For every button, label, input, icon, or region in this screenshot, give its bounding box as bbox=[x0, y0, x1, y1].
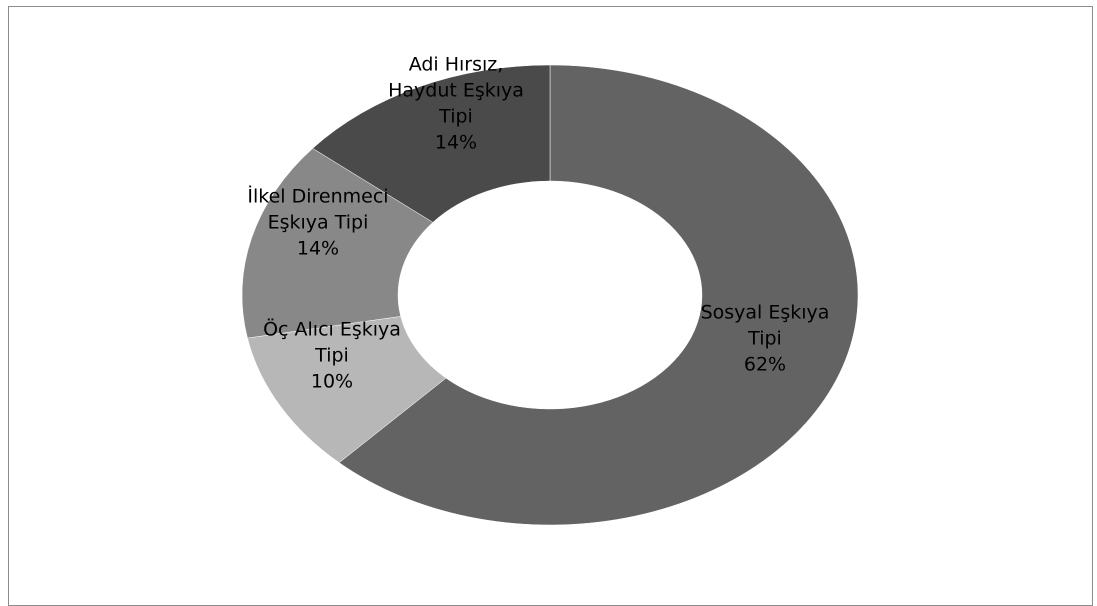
slice-label-line: İlkel Direnmeci bbox=[247, 185, 388, 208]
doughnut-slices bbox=[241, 64, 859, 526]
slice-label-3: İlkel Direnmeci Eşkıya Tipi 14% bbox=[247, 185, 388, 260]
slice-label-2: Öç Alıcı Eşkıya Tipi 10% bbox=[263, 318, 401, 393]
slice-label-line: Tipi bbox=[747, 328, 782, 350]
slice-label-line: Öç Alıcı Eşkıya bbox=[263, 318, 401, 341]
slice-percent: 62% bbox=[744, 354, 786, 376]
slice-percent: 10% bbox=[311, 371, 353, 393]
slice-label-line: Tipi bbox=[438, 106, 473, 128]
slice-label-line: Tipi bbox=[314, 345, 349, 367]
doughnut-slice-1 bbox=[338, 64, 859, 526]
slice-labels: Sosyal Eşkıya Tipi 62% Öç Alıcı Eşkıya Tipi 1… bbox=[247, 54, 829, 393]
doughnut-slice-3 bbox=[241, 148, 434, 339]
slice-label-line: Sosyal Eşkıya bbox=[701, 302, 830, 324]
doughnut-chart: Sosyal Eşkıya Tipi 62% Öç Alıcı Eşkıya Tipi 1… bbox=[241, 54, 859, 526]
slice-percent: 14% bbox=[435, 132, 477, 154]
slice-label-4: Adi Hırsız, Haydut Eşkıya Tipi 14% bbox=[388, 54, 524, 154]
doughnut-slice-4 bbox=[312, 64, 551, 223]
slice-label-line: Adi Hırsız, bbox=[409, 54, 504, 76]
slice-label-1: Sosyal Eşkıya Tipi 62% bbox=[701, 302, 830, 376]
slice-percent: 14% bbox=[297, 238, 339, 260]
slice-label-line: Haydut Eşkıya bbox=[388, 80, 524, 102]
slice-label-line: Eşkıya Tipi bbox=[268, 212, 369, 234]
